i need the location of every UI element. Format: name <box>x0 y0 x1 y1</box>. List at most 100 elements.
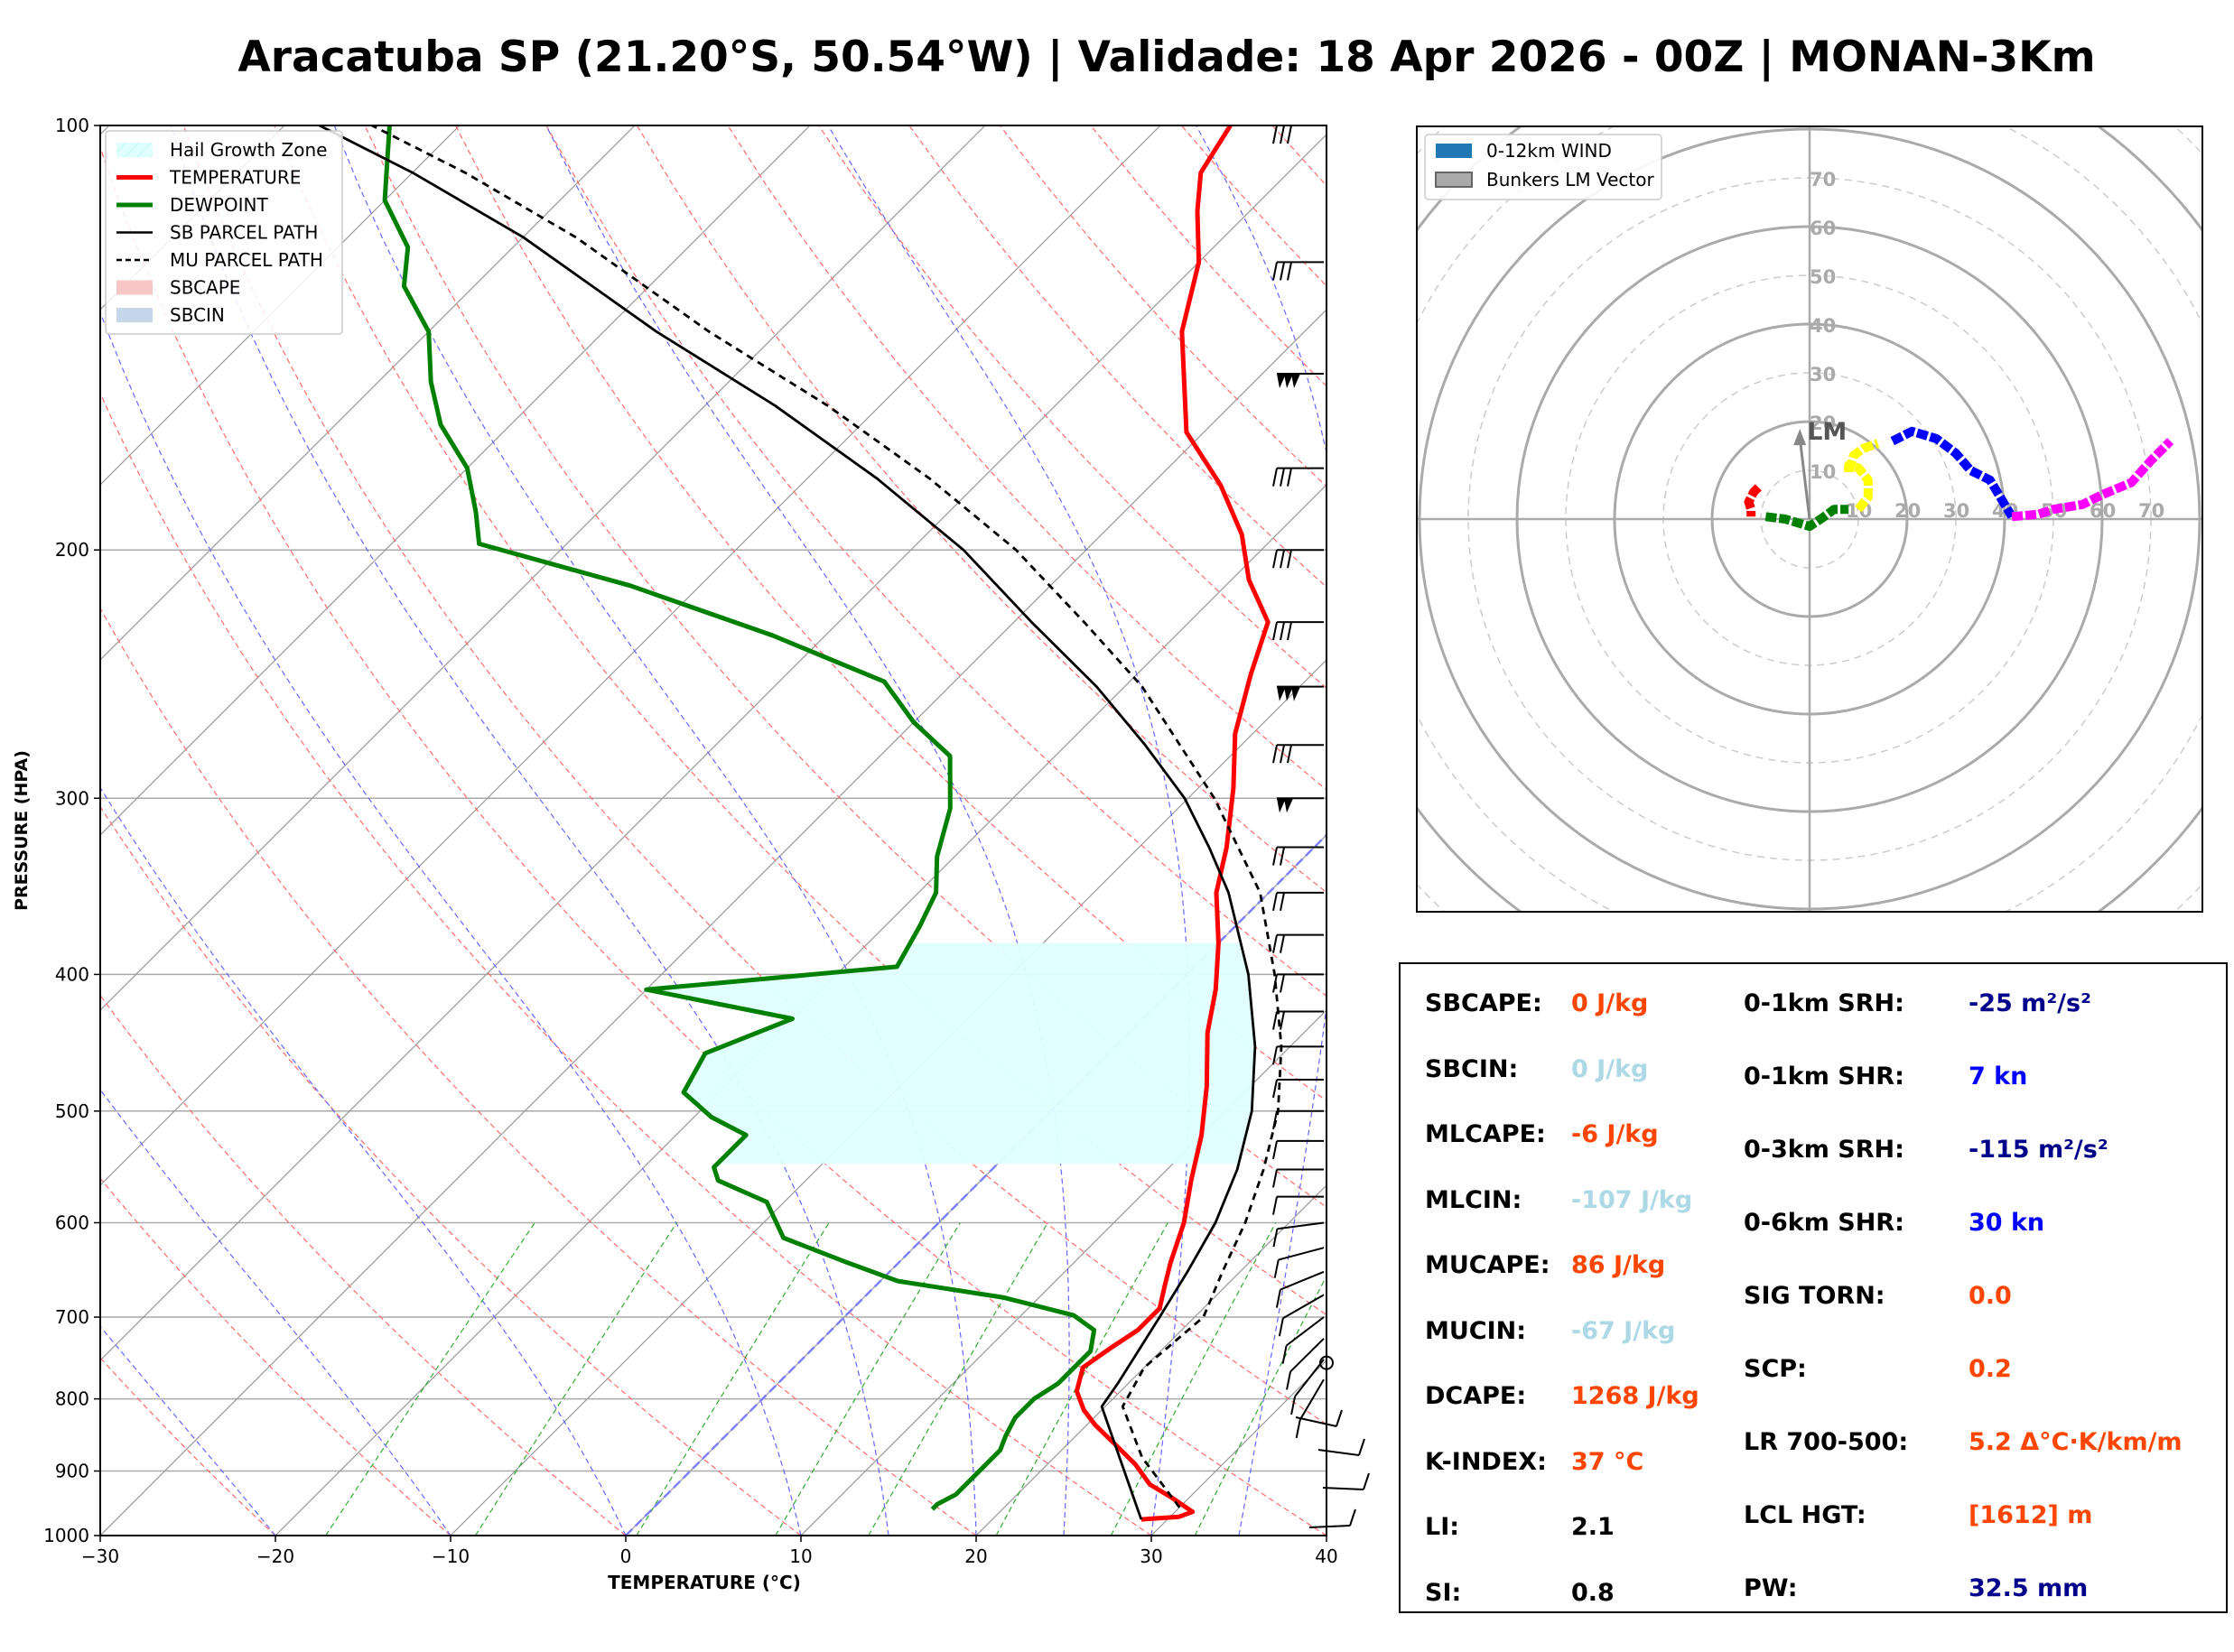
dry-adiabat <box>818 125 1326 690</box>
isotherm-line <box>800 1009 1326 1536</box>
x-axis-label: TEMPERATURE (°C) <box>608 1572 801 1593</box>
wind-barb <box>1272 933 1324 953</box>
hodograph-ring-label: 70 <box>1810 169 1836 190</box>
parameter-label: PW: <box>1744 1574 1798 1602</box>
skew-t-legend: Hail Growth Zone TEMPERATURE DEWPOINT SB PA… <box>105 130 343 335</box>
legend-swatch <box>1435 172 1473 188</box>
isotherm-line <box>1326 125 1373 1536</box>
y-axis-label: PRESSURE (HPA) <box>12 750 32 911</box>
x-tick-label: −30 <box>81 1545 119 1567</box>
dry-adiabat <box>100 805 802 1536</box>
isotherm-line <box>275 484 1326 1536</box>
legend-label: SBCIN <box>170 304 225 326</box>
parameter-value: 86 J/kg <box>1571 1251 1666 1279</box>
mixing-ratio-line <box>995 1222 1168 1536</box>
parameter-label: LI: <box>1425 1513 1460 1541</box>
hodograph-ring-label: 70 <box>2138 500 2164 522</box>
legend-swatch <box>116 308 153 322</box>
parameter-label: SBCAPE: <box>1425 989 1542 1017</box>
x-tick-label: 0 <box>620 1545 632 1567</box>
wind-barb <box>1272 467 1324 487</box>
y-tick-label: 700 <box>55 1306 89 1328</box>
wind-barb <box>1290 1359 1325 1415</box>
isotherm-line <box>100 309 1326 1536</box>
hodograph-wind-segment <box>2011 438 2174 522</box>
wind-barb <box>1272 1109 1324 1129</box>
parameter-value: -67 J/kg <box>1571 1316 1676 1345</box>
hodograph-legend: 0-12km WIND Bunkers LM Vector <box>1424 134 1662 200</box>
dry-adiabat <box>1271 125 1326 187</box>
wind-barb <box>1272 1195 1324 1215</box>
parameter-value: 30 kn <box>1969 1209 2045 1237</box>
isotherm-line <box>1150 1360 1326 1536</box>
hodograph-wind-segment <box>1764 505 1849 532</box>
mixing-ratio-line <box>474 1222 677 1536</box>
wind-barb <box>1317 1438 1365 1456</box>
parameter-label: DCAPE: <box>1425 1382 1527 1410</box>
legend-swatch <box>116 280 153 295</box>
sb-parcel-path-line <box>319 125 1257 1520</box>
parameter-label: MUCIN: <box>1425 1316 1527 1345</box>
y-tick-label: 100 <box>55 115 89 136</box>
bunkers-lm-arrowhead <box>1793 429 1807 446</box>
parameter-label: LR 700-500: <box>1744 1428 1909 1456</box>
hodograph-wind-segment <box>1744 484 1762 517</box>
parameter-label: MLCIN: <box>1425 1185 1522 1214</box>
isotherm-line <box>100 125 461 486</box>
hodograph-ring-label: 20 <box>1810 413 1836 434</box>
hodograph-frame <box>1416 125 2203 913</box>
dry-adiabat <box>274 125 1326 1316</box>
legend-label: 0-12km WIND <box>1486 140 1612 162</box>
moist-adiabat <box>545 125 1070 1536</box>
legend-label: TEMPERATURE <box>169 167 301 189</box>
temperature-line <box>1074 125 1271 1522</box>
bunkers-lm-label: LM <box>1807 418 1847 446</box>
dry-adiabat <box>100 392 1152 1536</box>
hodograph-ring-label: 50 <box>1810 266 1836 288</box>
mixing-ratio-line <box>325 1222 535 1536</box>
wind-barb <box>1272 1221 1325 1248</box>
parameter-label: 0-3km SRH: <box>1744 1136 1904 1164</box>
parameter-label: 0-1km SHR: <box>1744 1063 1904 1091</box>
parameter-value: 1268 J/kg <box>1571 1382 1699 1410</box>
parameter-label: SBCIN: <box>1425 1054 1519 1083</box>
dry-adiabat <box>100 994 627 1536</box>
parameter-value: 32.5 mm <box>1969 1574 2089 1602</box>
dry-adiabat <box>100 1177 451 1536</box>
parameter-value: 2.1 <box>1571 1513 1615 1541</box>
parameter-value: 0.8 <box>1571 1578 1615 1607</box>
wind-barb <box>1272 125 1324 144</box>
wind-barb <box>1272 1010 1324 1030</box>
parameter-value: 0 J/kg <box>1571 989 1649 1017</box>
wind-barb <box>1272 1139 1324 1160</box>
parameter-label: SIG TORN: <box>1744 1282 1885 1310</box>
dry-adiabat <box>364 125 1326 1208</box>
parameter-label: K-INDEX: <box>1425 1447 1547 1476</box>
mixing-ratio-line <box>636 1222 830 1536</box>
dewpoint-line <box>382 125 1097 1511</box>
mixing-ratio-line <box>1110 1222 1277 1536</box>
isotherm-line <box>100 125 986 1011</box>
x-tick-label: 10 <box>789 1545 812 1567</box>
mixing-ratio-line <box>868 1222 1048 1536</box>
parameter-value: -107 J/kg <box>1571 1185 1693 1214</box>
hodograph-wind-segment <box>1890 426 2016 519</box>
wind-barb <box>1272 1045 1324 1065</box>
hodograph-ring-label: 60 <box>1810 218 1836 239</box>
isotherm-line <box>100 125 636 661</box>
dry-adiabat <box>727 125 1326 791</box>
parameter-label: LCL HGT: <box>1744 1501 1866 1529</box>
isotherm-line <box>100 134 1326 1361</box>
hodograph-ring-label: 40 <box>1810 315 1836 337</box>
isotherm-line <box>100 125 811 836</box>
legend-label: SB PARCEL PATH <box>170 222 318 244</box>
wind-barb <box>1277 685 1324 701</box>
wind-barb <box>1272 973 1324 993</box>
wind-barb <box>1272 549 1324 569</box>
wind-barb <box>1272 891 1324 912</box>
parameter-value: 37 °C <box>1571 1447 1644 1476</box>
dry-adiabat <box>182 125 1326 1425</box>
skew-t-frame <box>99 125 1327 1536</box>
wind-barb <box>1286 1338 1325 1390</box>
parameter-label: 0-6km SHR: <box>1744 1209 1904 1237</box>
